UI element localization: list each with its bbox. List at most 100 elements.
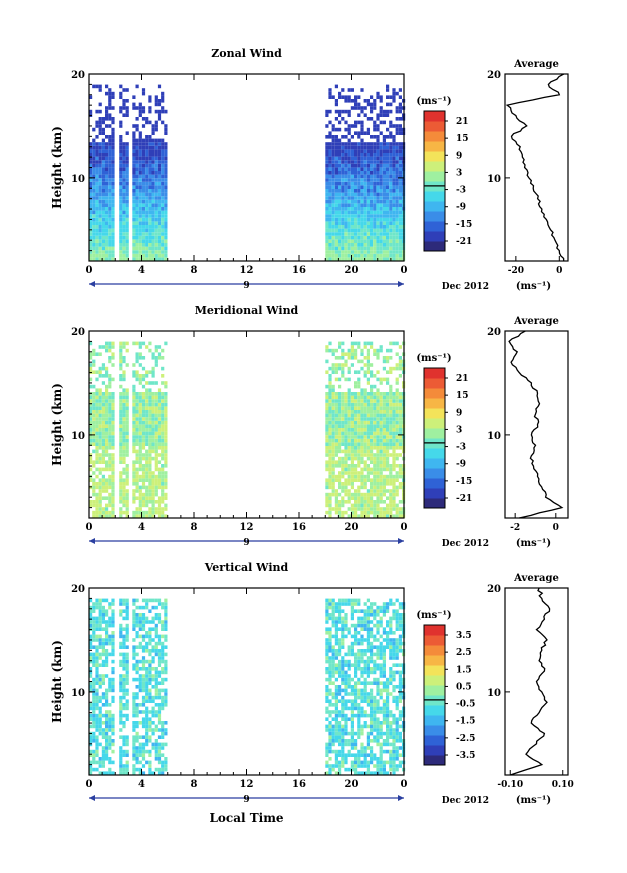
heatmap-cell-3-11 <box>382 474 386 479</box>
heatmap-cell-0-23 <box>111 431 115 436</box>
heatmap-cell-0-41 <box>95 109 99 114</box>
heatmap-cell-2-21 <box>151 438 155 443</box>
heatmap-cell-0-1 <box>98 510 102 515</box>
heatmap-cell-0-6 <box>89 749 93 754</box>
heatmap-cell-3-3 <box>357 760 361 765</box>
heatmap-cell-3-24 <box>338 685 342 689</box>
heatmap-cell-3-18 <box>379 192 383 197</box>
heatmap-cell-3-18 <box>379 449 383 454</box>
heatmap-cell-3-23 <box>398 174 402 179</box>
heatmap-cell-0-3 <box>108 760 112 765</box>
heatmap-cell-2-34 <box>157 392 162 396</box>
heatmap-cell-0-21 <box>98 438 102 443</box>
heatmap-cell-1-5 <box>125 239 129 243</box>
heatmap-cell-3-24 <box>370 171 374 175</box>
heatmap-cell-0-38 <box>95 634 99 639</box>
heatmap-cell-0-13 <box>101 467 105 472</box>
heatmap-cell-0-6 <box>92 492 96 497</box>
heatmap-cell-3-1 <box>338 510 342 515</box>
heatmap-cell-3-31 <box>347 402 351 407</box>
heatmap-cell-3-16 <box>386 199 390 204</box>
heatmap-cell-0-21 <box>105 181 109 186</box>
colorbar-tick-label: -9 <box>456 460 466 470</box>
heatmap-cell-2-35 <box>157 388 162 392</box>
heatmap-cell-3-39 <box>395 117 399 121</box>
heatmap-cell-2-13 <box>154 467 158 472</box>
heatmap-cell-2-44 <box>164 613 168 617</box>
heatmap-cell-3-11 <box>386 217 390 222</box>
heatmap-cell-3-6 <box>347 492 351 497</box>
heatmap-cell-3-23 <box>366 174 370 179</box>
heatmap-cell-3-28 <box>328 670 332 675</box>
heatmap-cell-3-30 <box>347 406 351 410</box>
heatmap-cell-2-11 <box>161 731 165 736</box>
heatmap-cell-3-28 <box>338 413 342 418</box>
heatmap-cell-3-36 <box>344 127 348 132</box>
heatmap-cell-3-5 <box>338 239 342 243</box>
heatmap-cell-3-43 <box>386 102 390 107</box>
heatmap-cell-0-22 <box>92 435 96 439</box>
heatmap-cell-3-1 <box>331 253 335 258</box>
heatmap-cell-3-48 <box>357 341 361 346</box>
heatmap-cell-0-36 <box>101 127 105 132</box>
heatmap-cell-3-30 <box>386 149 390 153</box>
heatmap-cell-3-18 <box>386 449 390 454</box>
heatmap-cell-1-7 <box>119 232 123 236</box>
heatmap-cell-3-11 <box>347 474 351 479</box>
heatmap-cell-2-23 <box>138 431 142 436</box>
heatmap-cell-2-24 <box>161 171 165 175</box>
heatmap-cell-3-38 <box>328 634 332 639</box>
heatmap-cell-3-13 <box>398 210 402 215</box>
heatmap-cell-3-32 <box>392 142 396 146</box>
heatmap-cell-2-27 <box>157 417 162 421</box>
heatmap-cell-3-0 <box>350 514 354 518</box>
heatmap-cell-3-16 <box>376 456 380 461</box>
heatmap-cell-3-11 <box>392 217 396 222</box>
heatmap-cell-2-8 <box>164 485 168 490</box>
profile-x-tick-label: 0 <box>556 266 562 276</box>
heatmap-cell-1-2 <box>119 250 123 254</box>
heatmap-cell-3-25 <box>379 424 383 428</box>
heatmap-cell-3-2 <box>338 507 342 511</box>
heatmap-cell-2-31 <box>145 402 149 407</box>
heatmap-cell-3-16 <box>341 713 345 718</box>
heatmap-cell-2-26 <box>148 420 152 425</box>
heatmap-cell-2-2 <box>138 250 142 254</box>
heatmap-cell-2-16 <box>157 713 162 718</box>
heatmap-cell-2-10 <box>154 478 158 482</box>
heatmap-cell-3-2 <box>344 250 348 254</box>
heatmap-cell-3-8 <box>357 228 361 233</box>
heatmap-cell-0-11 <box>101 731 105 736</box>
heatmap-cell-3-15 <box>366 203 370 207</box>
heatmap-cell-3-16 <box>370 199 374 204</box>
heatmap-cell-0-11 <box>111 217 115 222</box>
heatmap-cell-2-11 <box>151 474 155 479</box>
heatmap-cell-0-34 <box>92 392 96 396</box>
heatmap-cell-0-21 <box>92 181 96 186</box>
heatmap-cell-3-30 <box>338 149 342 153</box>
heatmap-cell-3-20 <box>382 185 386 189</box>
heatmap-cell-0-38 <box>111 120 115 125</box>
heatmap-cell-3-0 <box>382 257 386 261</box>
heatmap-cell-2-3 <box>138 246 142 251</box>
heatmap-cell-2-9 <box>132 482 136 486</box>
heatmap-cell-3-14 <box>376 464 380 468</box>
heatmap-cell-2-8 <box>145 485 149 490</box>
heatmap-cell-3-12 <box>357 214 361 218</box>
heatmap-cell-1-26 <box>122 677 126 682</box>
heatmap-cell-0-31 <box>111 659 115 664</box>
heatmap-cell-2-36 <box>145 641 149 646</box>
heatmap-cell-3-6 <box>334 492 338 497</box>
heatmap-cell-3-22 <box>331 178 335 182</box>
heatmap-cell-2-4 <box>161 500 165 504</box>
heatmap-cell-3-12 <box>354 471 358 475</box>
heatmap-cell-3-21 <box>325 438 329 443</box>
heatmap-cell-2-24 <box>148 428 152 432</box>
heatmap-cell-2-14 <box>151 721 155 725</box>
heatmap-cell-3-9 <box>389 225 393 229</box>
heatmap-cell-3-21 <box>344 181 348 186</box>
heatmap-cell-3-7 <box>373 232 377 236</box>
heatmap-cell-0-23 <box>108 431 112 436</box>
heatmap-cell-3-16 <box>360 199 364 204</box>
heatmap-cell-2-39 <box>151 374 155 378</box>
